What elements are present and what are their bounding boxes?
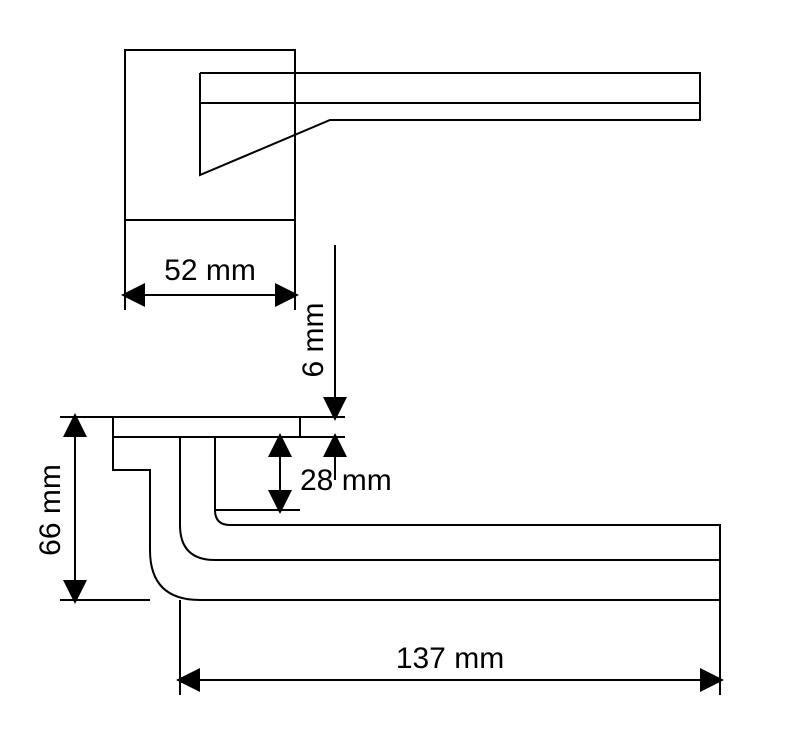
front-view: [125, 50, 700, 220]
rose-plate: [125, 50, 295, 220]
lever-side-outline: [113, 437, 720, 600]
label-66mm: 66 mm: [34, 464, 67, 556]
label-52mm: 52 mm: [164, 254, 256, 287]
technical-drawing: 52 mm 6 mm 66 mm 28 mm: [0, 0, 789, 755]
label-137mm: 137 mm: [396, 642, 504, 675]
ext-lines-side: [60, 417, 720, 695]
dim-52mm: 52 mm: [125, 254, 295, 295]
dim-66mm: 66 mm: [34, 417, 75, 600]
rose-plate-side: [113, 417, 300, 437]
side-view: [113, 417, 720, 600]
lever-front-outline: [200, 73, 700, 175]
label-28mm: 28 mm: [300, 464, 392, 497]
label-6mm: 6 mm: [297, 303, 330, 378]
dim-6mm: 6 mm: [297, 245, 345, 480]
dim-137mm: 137 mm: [180, 642, 720, 680]
